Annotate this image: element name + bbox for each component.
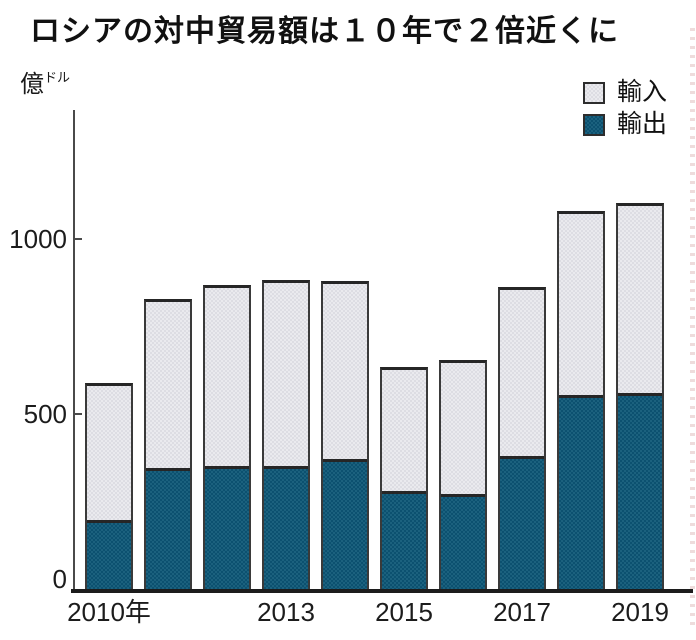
bar-2016	[439, 360, 487, 589]
bar-2014-import-segment	[323, 284, 367, 460]
bar-2012	[203, 284, 251, 589]
chart-title: ロシアの対中貿易額は１０年で２倍近くに	[30, 15, 619, 48]
y-tick-500	[75, 413, 82, 416]
bar-2013-import-segment	[264, 282, 308, 467]
y-axis-unit-label: 億ドル	[20, 64, 70, 99]
legend-export-label: 輸出	[617, 110, 668, 138]
x-tick-label-5: 2015	[375, 597, 433, 627]
bar-2013-export-segment	[264, 466, 308, 589]
bar-2019	[616, 202, 664, 589]
bar-2015-export-segment	[382, 490, 426, 589]
bar-2011-export-segment	[146, 467, 190, 589]
bar-2017	[498, 286, 546, 589]
bar-2015	[380, 366, 428, 589]
x-tick-label-0: 2010年	[67, 597, 151, 627]
legend-row-export: 輸出	[583, 112, 667, 137]
y-axis-unit-main: 億	[20, 71, 44, 98]
plot-area: 0 500 1000 2010年 2013 2015 2017 2019	[9, 110, 693, 625]
y-tick-label-500: 500	[23, 399, 67, 430]
bar-2012-import-segment	[205, 287, 249, 467]
bar-2017-export-segment	[500, 455, 544, 589]
x-tick-label-3: 2013	[257, 597, 315, 627]
legend-import-label: 輸入	[617, 78, 668, 106]
bar-2016-export-segment	[441, 494, 485, 589]
bar-2015-import-segment	[382, 369, 426, 491]
y-tick-label-1000: 1000	[9, 224, 67, 255]
bar-2018-export-segment	[559, 394, 603, 589]
bar-2010-export-segment	[87, 520, 131, 589]
bar-2010-import-segment	[87, 385, 131, 521]
y-tick-label-0: 0	[52, 564, 67, 594]
bar-2014	[321, 281, 369, 589]
bar-2014-export-segment	[323, 459, 367, 589]
bar-2010	[85, 382, 133, 589]
legend-row-import: 輸入	[583, 80, 667, 105]
bar-2016-import-segment	[441, 363, 485, 495]
y-tick-1000	[75, 238, 82, 241]
export-swatch-icon	[583, 113, 605, 136]
import-swatch-icon	[583, 81, 605, 104]
x-tick-label-7: 2017	[493, 597, 551, 627]
bar-2011	[144, 298, 192, 589]
bar-2013	[262, 279, 310, 589]
y-axis-line	[73, 110, 75, 589]
y-axis-unit-small: ドル	[44, 70, 71, 85]
bar-2018	[557, 211, 605, 589]
page-edge-decoration	[690, 28, 695, 628]
bar-2018-import-segment	[559, 214, 603, 395]
bar-2012-export-segment	[205, 466, 249, 589]
x-tick-label-9: 2019	[611, 597, 669, 627]
x-axis-line	[71, 589, 693, 593]
bar-2011-import-segment	[146, 301, 190, 468]
bar-2019-import-segment	[618, 205, 662, 393]
bar-2019-export-segment	[618, 392, 662, 589]
bar-2017-import-segment	[500, 289, 544, 456]
chart-legend: 輸入 輸出	[583, 80, 667, 144]
